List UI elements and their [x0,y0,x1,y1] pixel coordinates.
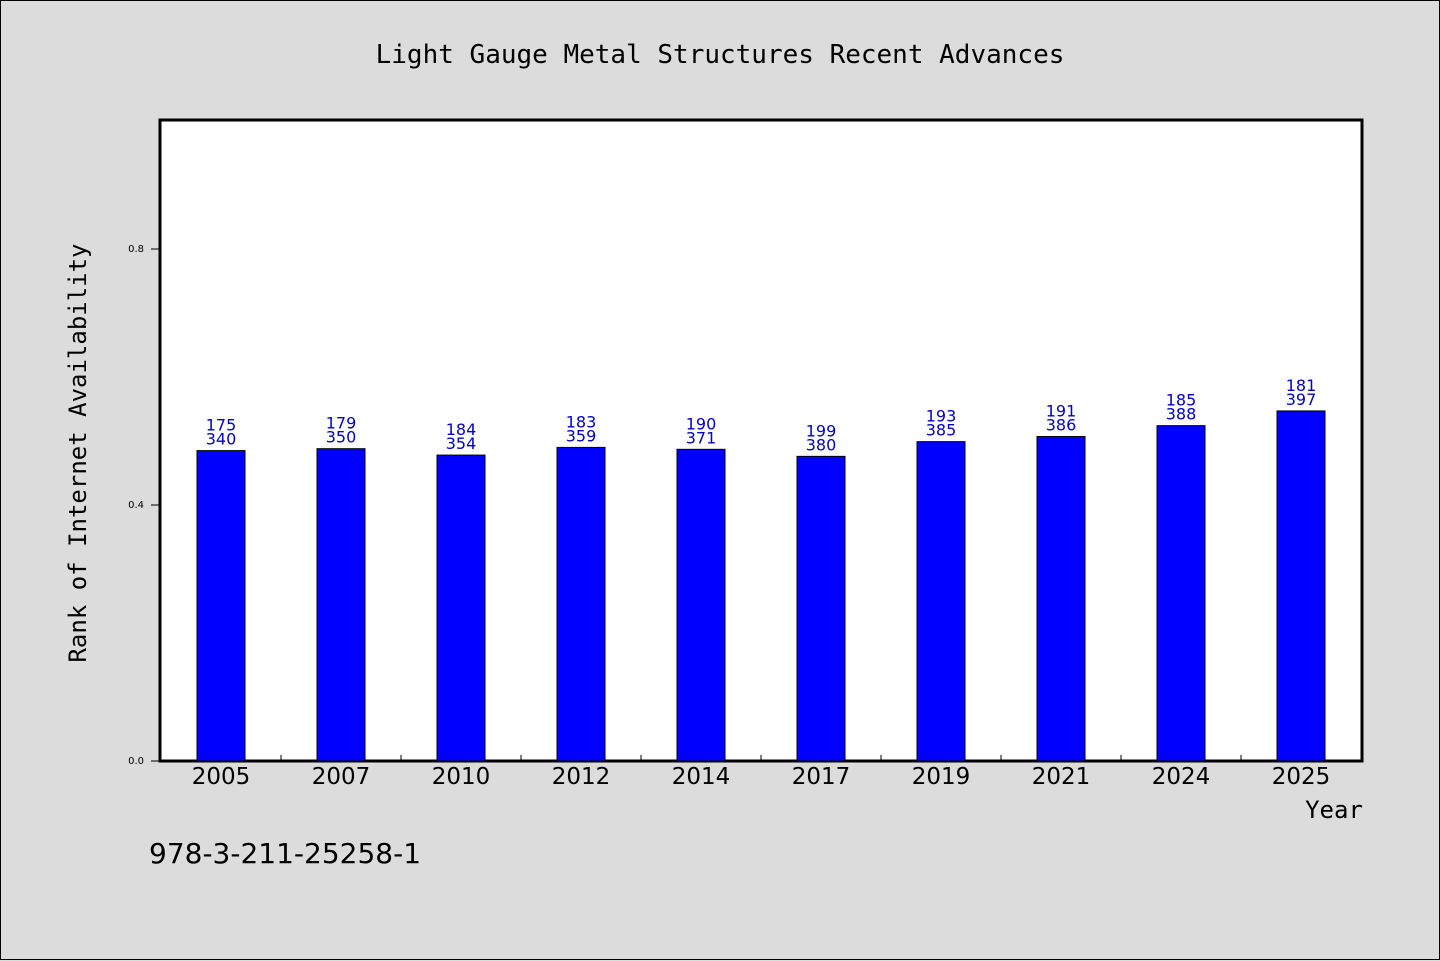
data-label-bottom-2021: 386 [1046,416,1077,435]
data-label-bottom-2014: 371 [686,428,717,447]
data-label-bottom-2010: 354 [446,434,477,453]
data-label-top-2010: 184 [446,420,477,439]
data-label-bottom-2007: 350 [326,428,357,447]
data-label-top-2014: 190 [686,414,717,433]
data-label-top-2007: 179 [326,414,357,433]
y-tick-label-0.8: 0.8 [128,244,144,255]
bar-2014 [676,448,726,762]
data-label-top-2021: 191 [1046,402,1077,421]
chart-title: Light Gauge Metal Structures Recent Adva… [376,40,1065,70]
bars-group [196,410,1326,762]
x-tick-label-2005: 2005 [192,764,251,790]
x-axis: 2005 2007 2010 2012 2014 2017 2019 2021 2024 2025 [192,755,1331,790]
data-label-top-2012: 183 [566,412,597,431]
bar-2010 [436,454,486,762]
data-label-top-2019: 193 [926,407,957,426]
x-axis-title: Year [1305,796,1363,824]
data-label-bottom-2012: 359 [566,426,597,445]
x-tick-label-2021: 2021 [1032,764,1091,790]
x-tick-label-2017: 2017 [792,764,851,790]
y-axis: 0.0 0.4 0.8 [128,244,161,767]
x-tick-label-2025: 2025 [1272,764,1331,790]
isbn-text: 978-3-211-25258-1 [149,837,421,870]
x-tick-label-2024: 2024 [1152,764,1211,790]
bar-2005 [196,450,246,762]
data-label-top-2025: 181 [1286,376,1317,395]
data-label-bottom-2005: 340 [206,430,237,449]
data-label-top-2024: 185 [1166,391,1197,410]
bar-2019 [916,441,966,762]
bar-2012 [556,446,606,762]
x-tick-label-2012: 2012 [552,764,611,790]
y-tick-label-0.4: 0.4 [128,500,144,511]
data-label-bottom-2024: 388 [1166,405,1197,424]
data-label-bottom-2019: 385 [926,421,957,440]
bar-2017 [796,455,846,762]
x-tick-label-2007: 2007 [312,764,371,790]
data-label-bottom-2025: 397 [1286,390,1317,409]
data-label-top-2005: 175 [206,416,237,435]
bar-2024 [1156,425,1206,762]
data-label-top-2017: 199 [806,421,837,440]
y-axis-title: Rank of Internet Availability [64,243,92,662]
x-tick-label-2010: 2010 [432,764,491,790]
data-label-bottom-2017: 380 [806,435,837,454]
x-tick-label-2019: 2019 [912,764,971,790]
x-tick-label-2014: 2014 [672,764,731,790]
y-tick-label-0.0: 0.0 [128,756,144,767]
bar-2025 [1276,410,1326,762]
bar-2007 [316,448,366,762]
bar-2021 [1036,436,1086,762]
